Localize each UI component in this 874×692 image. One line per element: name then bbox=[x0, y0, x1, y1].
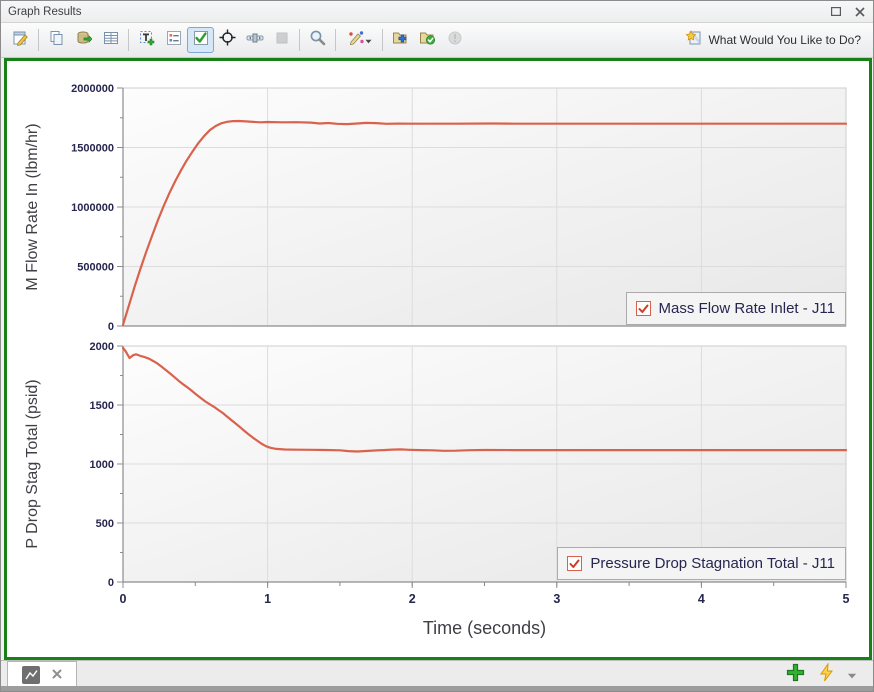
show-data-icon bbox=[103, 30, 119, 51]
graph-panel: 0 500000 1000000 1500000 2000000 M Flow Rate … bbox=[4, 58, 872, 660]
add-graph-icon[interactable] bbox=[786, 663, 805, 687]
toolbar: What Would You Like to Do? bbox=[1, 23, 873, 58]
y-axis-title: M Flow Rate In (lbm/hr) bbox=[24, 123, 41, 290]
crosshair-icon bbox=[219, 29, 236, 51]
y-tick-label: 1500 bbox=[90, 400, 114, 412]
x-tick-label: 3 bbox=[553, 592, 560, 606]
add-text-button[interactable] bbox=[133, 27, 160, 53]
window-title: Graph Results bbox=[8, 5, 82, 18]
edit-graph-icon bbox=[13, 30, 29, 51]
graph-tab[interactable] bbox=[7, 661, 77, 688]
format-series-button[interactable] bbox=[340, 27, 378, 53]
zoom-button[interactable] bbox=[304, 27, 331, 53]
y-tick-label: 0 bbox=[108, 321, 114, 333]
maximize-icon[interactable] bbox=[830, 6, 842, 18]
checkbox-icon bbox=[193, 30, 209, 51]
x-tick-label: 0 bbox=[120, 592, 127, 606]
legend-checkbox-icon[interactable] bbox=[635, 301, 651, 316]
time-slider-icon bbox=[246, 31, 264, 49]
legend-label: Pressure Drop Stagnation Total - J11 bbox=[590, 555, 835, 572]
graph-tab-icon bbox=[22, 666, 40, 684]
toolbar-separator bbox=[38, 29, 39, 51]
update-graph-in-list-button[interactable] bbox=[414, 27, 441, 53]
folder-add-icon bbox=[392, 30, 409, 51]
warning-circle-icon bbox=[447, 30, 463, 51]
help-wizard-icon bbox=[685, 29, 702, 51]
y-tick-label: 1500000 bbox=[71, 143, 114, 155]
toolbar-separator bbox=[382, 29, 383, 51]
series-line bbox=[121, 346, 848, 453]
y-tick-label: 500000 bbox=[77, 262, 114, 274]
y-axis-title: P Drop Stag Total (psid) bbox=[24, 379, 41, 548]
quick-graph-icon[interactable] bbox=[818, 662, 834, 687]
time-slider-button[interactable] bbox=[241, 27, 268, 53]
tab-strip bbox=[1, 660, 873, 688]
folder-check-icon bbox=[419, 30, 436, 51]
crosshair-button[interactable] bbox=[214, 27, 241, 53]
x-tick-label: 5 bbox=[843, 592, 850, 606]
graph-canvas-area: 0 500000 1000000 1500000 2000000 M Flow Rate … bbox=[7, 61, 869, 657]
chevron-down-icon bbox=[365, 31, 372, 49]
titlebar: Graph Results bbox=[1, 1, 873, 23]
show-checkboxes-button[interactable] bbox=[187, 27, 214, 53]
format-pencil-icon bbox=[347, 30, 365, 51]
legend-options-icon bbox=[166, 30, 182, 51]
toolbar-separator bbox=[335, 29, 336, 51]
y-tick-label: 500 bbox=[96, 518, 114, 530]
copy-graph-button[interactable] bbox=[43, 27, 70, 53]
close-tab-icon[interactable] bbox=[52, 666, 62, 684]
x-tick-label: 2 bbox=[409, 592, 416, 606]
series-line bbox=[121, 119, 848, 326]
x-axis-title: Time (seconds) bbox=[423, 618, 546, 638]
help-area[interactable]: What Would You Like to Do? bbox=[685, 29, 867, 51]
charts-canvas: 0 500000 1000000 1500000 2000000 M Flow Rate … bbox=[24, 83, 850, 638]
y-tick-label: 1000000 bbox=[71, 202, 114, 214]
stop-icon bbox=[275, 31, 289, 50]
add-text-icon bbox=[139, 30, 155, 51]
y-tick-label: 2000000 bbox=[71, 83, 114, 95]
y-tick-label: 1000 bbox=[90, 459, 114, 471]
help-label: What Would You Like to Do? bbox=[708, 33, 861, 47]
show-data-button[interactable] bbox=[97, 27, 124, 53]
edit-graph-button[interactable] bbox=[7, 27, 34, 53]
toolbar-separator bbox=[128, 29, 129, 51]
chevron-down-icon[interactable] bbox=[847, 666, 857, 684]
close-icon[interactable] bbox=[854, 6, 866, 18]
copy-icon bbox=[49, 30, 65, 51]
legend-label: Mass Flow Rate Inlet - J11 bbox=[658, 300, 835, 317]
legend-pressure-drop: Pressure Drop Stagnation Total - J11 bbox=[557, 547, 846, 580]
toolbar-separator bbox=[299, 29, 300, 51]
magnifier-icon bbox=[309, 29, 326, 51]
y-tick-label: 0 bbox=[108, 577, 114, 589]
legend-mass-flow: Mass Flow Rate Inlet - J11 bbox=[625, 292, 846, 325]
warnings-button[interactable] bbox=[441, 27, 468, 53]
stop-button[interactable] bbox=[268, 27, 295, 53]
legend-options-button[interactable] bbox=[160, 27, 187, 53]
window-bottom-edge bbox=[1, 686, 873, 691]
legend-checkbox-icon[interactable] bbox=[567, 556, 583, 571]
export-data-icon bbox=[76, 30, 92, 51]
add-graph-to-list-button[interactable] bbox=[387, 27, 414, 53]
x-tick-label: 1 bbox=[264, 592, 271, 606]
x-tick-label: 4 bbox=[698, 592, 705, 606]
y-tick-label: 2000 bbox=[90, 341, 114, 353]
export-data-button[interactable] bbox=[70, 27, 97, 53]
